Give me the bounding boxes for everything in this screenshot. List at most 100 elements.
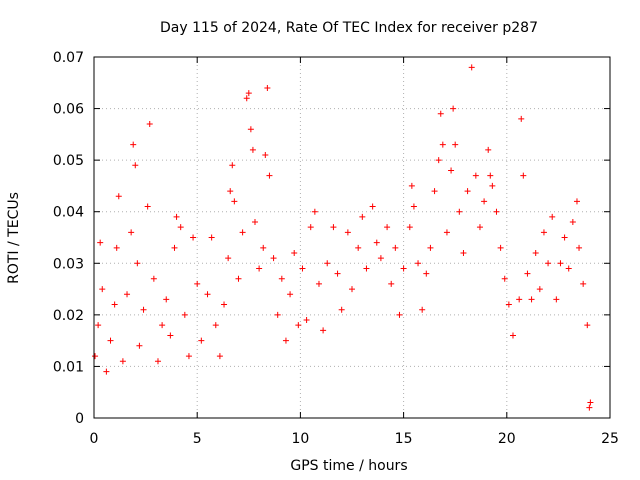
data-point [427, 244, 434, 251]
data-point [460, 249, 467, 256]
data-point [225, 255, 232, 262]
data-point [528, 296, 535, 303]
data-point [450, 105, 457, 112]
data-point [115, 193, 122, 200]
data-point [580, 280, 587, 287]
data-point [338, 306, 345, 313]
data-point [452, 141, 459, 148]
data-point [406, 224, 413, 231]
y-tick-label: 0.05 [53, 153, 84, 169]
data-point [231, 198, 238, 205]
data-point [221, 301, 228, 308]
data-point [396, 311, 403, 318]
data-point [497, 244, 504, 251]
x-tick-label: 5 [193, 431, 202, 447]
data-point [245, 90, 252, 97]
data-point [194, 280, 201, 287]
data-point [334, 270, 341, 277]
data-point [549, 213, 556, 220]
data-point [251, 219, 258, 226]
plot-frame [93, 56, 611, 419]
y-tick-label: 0.04 [53, 205, 84, 221]
data-point [146, 121, 153, 128]
data-point [435, 157, 442, 164]
data-point [524, 270, 531, 277]
data-point [565, 265, 572, 272]
data-point [485, 146, 492, 153]
data-point [303, 317, 310, 324]
data-point [103, 368, 110, 375]
data-point [532, 249, 539, 256]
data-point [99, 286, 106, 293]
data-point [377, 255, 384, 262]
data-point [167, 332, 174, 339]
data-point [119, 358, 126, 365]
data-point [216, 353, 223, 360]
x-tick-label: 20 [498, 431, 516, 447]
data-point [419, 306, 426, 313]
data-point [239, 229, 246, 236]
data-point [369, 203, 376, 210]
data-point [487, 172, 494, 179]
data-point [274, 311, 281, 318]
x-axis-label: GPS time / hours [290, 458, 407, 474]
data-point [516, 296, 523, 303]
data-point [260, 244, 267, 251]
data-point [553, 296, 560, 303]
data-point [431, 188, 438, 195]
data-point [400, 265, 407, 272]
data-point [235, 275, 242, 282]
x-tick-label: 0 [90, 431, 99, 447]
data-point [247, 126, 254, 133]
data-point [198, 337, 205, 344]
y-axis-label: ROTI / TECUs [6, 192, 22, 284]
data-point [177, 224, 184, 231]
data-point [586, 404, 593, 411]
data-point [154, 358, 161, 365]
data-point [287, 291, 294, 298]
data-point [227, 188, 234, 195]
data-point [472, 172, 479, 179]
data-point [204, 291, 211, 298]
data-point [320, 327, 327, 334]
data-point [291, 249, 298, 256]
data-point [266, 172, 273, 179]
data-points [92, 64, 594, 411]
data-point [107, 337, 114, 344]
data-point [150, 275, 157, 282]
data-point [128, 229, 135, 236]
data-point [569, 219, 576, 226]
y-tick-label: 0.03 [53, 256, 84, 272]
y-tick-label: 0.01 [53, 359, 84, 375]
data-point [476, 224, 483, 231]
data-point [540, 229, 547, 236]
x-tick-label: 15 [395, 431, 413, 447]
data-point [315, 280, 322, 287]
data-point [573, 198, 580, 205]
data-point [448, 167, 455, 174]
data-point [181, 311, 188, 318]
data-point [113, 244, 120, 251]
data-point [468, 64, 475, 71]
data-point [456, 208, 463, 215]
chart-title: Day 115 of 2024, Rate Of TEC Index for r… [160, 20, 538, 36]
data-point [576, 244, 583, 251]
data-point [363, 265, 370, 272]
data-point [415, 260, 422, 267]
data-point [443, 229, 450, 236]
data-point [270, 255, 277, 262]
data-point [311, 208, 318, 215]
data-point [392, 244, 399, 251]
data-point [249, 146, 256, 153]
data-point [278, 275, 285, 282]
x-tick-label: 10 [291, 431, 309, 447]
data-point [557, 260, 564, 267]
data-point [171, 244, 178, 251]
data-point [307, 224, 314, 231]
data-point [208, 234, 215, 241]
data-point [111, 301, 118, 308]
y-tick-label: 0.02 [53, 308, 84, 324]
data-point [587, 399, 594, 406]
data-point [256, 265, 263, 272]
